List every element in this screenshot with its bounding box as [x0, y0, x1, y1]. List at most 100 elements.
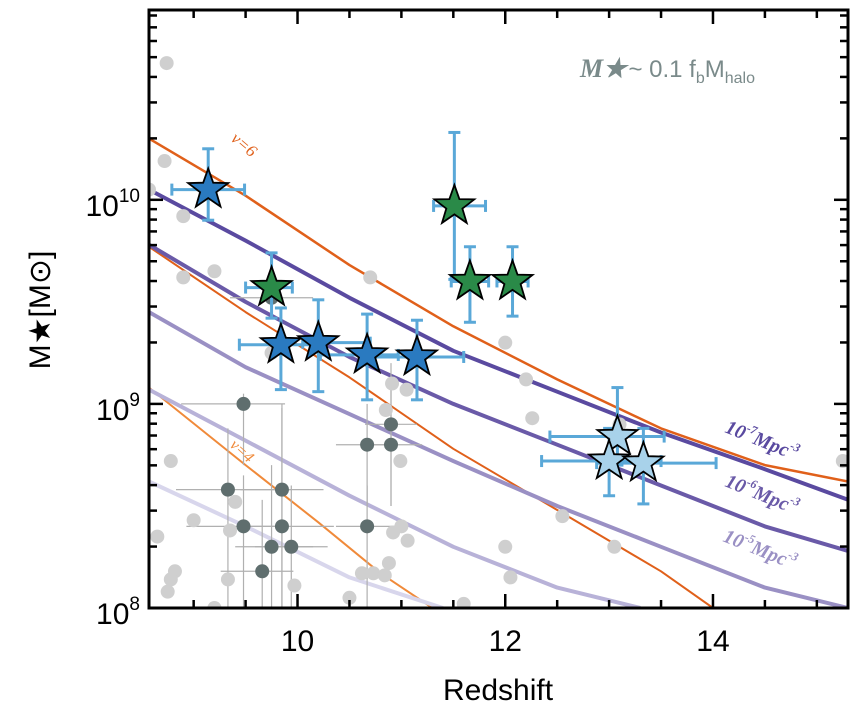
dark-dot [274, 519, 289, 534]
light-dot [400, 533, 415, 548]
light-dot [525, 411, 540, 426]
light-dot [399, 382, 414, 397]
y-tick-base: 10 [85, 190, 118, 223]
annotation-text2: M [705, 56, 725, 83]
light-dot [220, 572, 235, 587]
dark-dot [284, 539, 299, 554]
curve-nu-6-lower [149, 245, 714, 608]
light-dot [228, 494, 243, 509]
curve-nu-4 [149, 386, 434, 608]
label-density-1e5: 10-5Mpc-3 [720, 522, 800, 574]
light-dot [149, 182, 156, 197]
y-tick-base: 10 [96, 394, 129, 427]
light-dot [555, 509, 570, 524]
star-marker-green [249, 263, 295, 307]
y-tick-exp: 9 [129, 390, 140, 411]
star-marker-light-blue [620, 439, 666, 483]
y-tick-label: 108 [96, 594, 140, 631]
light-dot [157, 154, 172, 169]
curve-nu-6 [149, 137, 848, 483]
x-tick-label: 14 [696, 625, 729, 658]
light-dot [498, 335, 513, 350]
annotation-sub2: halo [725, 70, 755, 87]
annotation-main: M★~ 0.1 fbMhalo [579, 54, 755, 87]
light-dot [160, 584, 175, 599]
light-dot [503, 570, 518, 585]
light-dot [456, 596, 471, 608]
light-dot [381, 556, 396, 571]
y-axis-title: M★[M⊙] [24, 251, 57, 370]
y-tick-label: 1010 [85, 186, 140, 223]
x-tick-label: 12 [489, 625, 522, 658]
star-marker-green [431, 182, 477, 226]
light-dot [207, 601, 222, 608]
y-tick-exp: 10 [119, 186, 140, 207]
light-dot [342, 590, 357, 605]
light-dot [354, 566, 369, 581]
dark-dot [220, 482, 235, 497]
star-marker-blue [185, 165, 231, 209]
label-density-1e7-unit-exp: -3 [788, 438, 803, 455]
light-dot [176, 209, 191, 224]
svg-text:10-5Mpc-3: 10-5Mpc-3 [720, 522, 800, 574]
star-marker-blue [344, 331, 390, 375]
light-dot [377, 568, 392, 583]
label-density-1e5-unit-exp: -3 [786, 547, 801, 564]
light-dot [186, 513, 201, 528]
dark-dot [274, 482, 289, 497]
x-axis-title: Redshift [443, 674, 554, 707]
y-tick-label: 109 [96, 390, 140, 427]
light-dot [159, 56, 174, 71]
light-dot [223, 523, 238, 538]
axis-ticks [149, 10, 848, 610]
label-density-1e6-exp: -6 [745, 475, 760, 492]
star-marker-blue [394, 333, 440, 377]
dark-dot [360, 437, 375, 452]
light-dot [163, 454, 178, 469]
y-tick-exp: 8 [129, 594, 140, 615]
model-curves [149, 137, 848, 608]
plot-area [149, 56, 848, 608]
star-marker-light-blue [594, 412, 640, 456]
light-dot [163, 572, 178, 587]
light-dot [393, 454, 408, 469]
axes-frame [147, 8, 850, 610]
light-dot [366, 566, 381, 581]
stars [185, 165, 666, 483]
light-dot [386, 525, 401, 540]
label-density-1e5-exp: -5 [743, 530, 758, 547]
curve-1e-7-mpc-3 [149, 187, 848, 502]
y-tick-base: 10 [96, 598, 129, 631]
star-marker-blue [295, 319, 341, 362]
light-dot [150, 529, 165, 544]
curve-1e-5-mpc-3 [149, 310, 848, 608]
star-marker-blue [258, 321, 304, 364]
star-marker-green [447, 257, 493, 301]
light-dot [287, 578, 302, 593]
light-dots [149, 56, 848, 608]
light-dot [519, 372, 534, 387]
x-tick-labels: 10 12 14 [281, 625, 730, 658]
star-marker-light-blue [586, 437, 632, 481]
x-tick-label: 10 [281, 625, 314, 658]
star-marker-green [489, 257, 536, 301]
curve-1e-6-mpc-3 [149, 242, 848, 553]
annotation-text: ~ 0.1 f [628, 56, 696, 83]
light-dot [207, 264, 222, 279]
dark-dot [384, 437, 399, 452]
dark-dot [236, 396, 251, 411]
dark-dot [236, 519, 251, 534]
light-dot [498, 539, 513, 554]
light-dot [363, 270, 378, 285]
label-density-1e6-unit-exp: -3 [788, 492, 803, 509]
light-dot [385, 376, 400, 391]
light-dot [607, 539, 622, 554]
dark-dot [255, 564, 270, 579]
light-dot [378, 403, 393, 418]
dark-dot [360, 519, 375, 534]
dark-dot [264, 539, 279, 554]
annotation-symbol: M★ [579, 54, 630, 83]
dark-dot [384, 417, 399, 432]
curve-1e-3-mpc-3 [149, 479, 444, 608]
